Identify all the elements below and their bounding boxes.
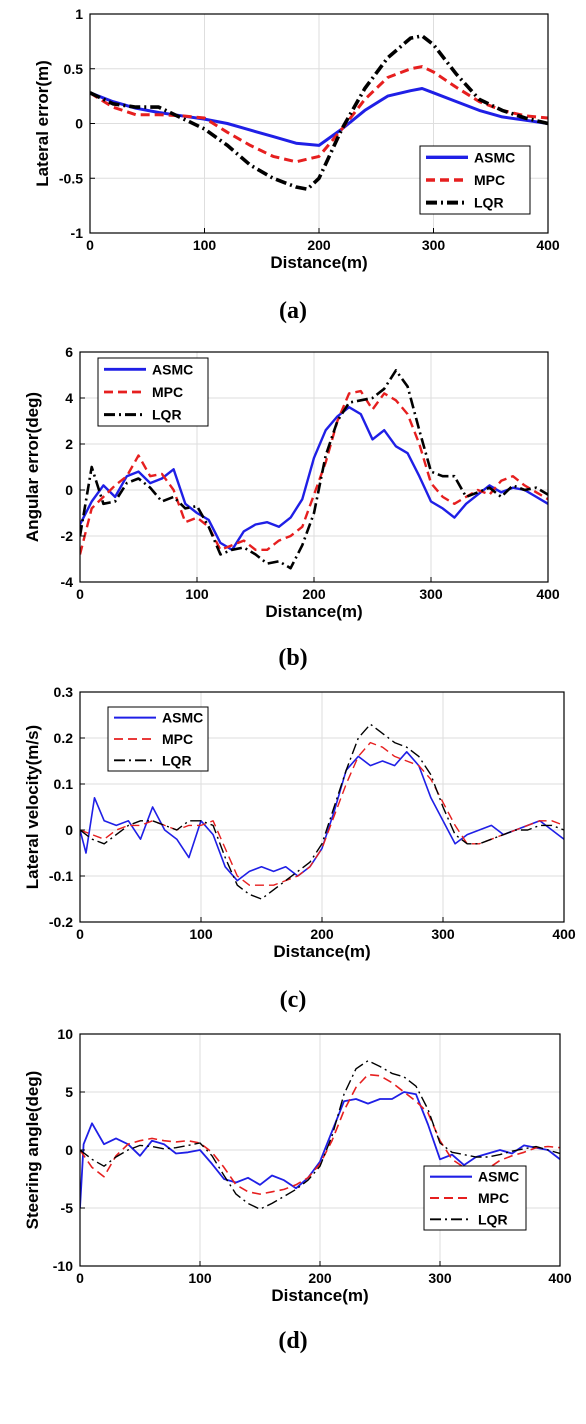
y-tick-label: 6 bbox=[65, 344, 73, 360]
panel-caption: (b) bbox=[278, 645, 307, 671]
legend-label-lqr: LQR bbox=[478, 1211, 508, 1227]
x-tick-label: 100 bbox=[185, 586, 209, 602]
legend-label-mpc: MPC bbox=[152, 384, 183, 400]
y-tick-label: 0.3 bbox=[54, 684, 74, 700]
x-tick-label: 100 bbox=[193, 237, 217, 253]
x-tick-label: 400 bbox=[548, 1270, 572, 1286]
x-tick-label: 200 bbox=[308, 1270, 332, 1286]
chart-panel-b: 0 100 200 300 400 -4 -2 0 2 4 6 Distance(m) Angular … bbox=[23, 344, 560, 671]
legend: ASMC MPC LQR bbox=[107, 706, 209, 772]
legend-label-mpc: MPC bbox=[162, 731, 193, 747]
y-tick-label: 4 bbox=[65, 390, 73, 406]
legend-label-mpc: MPC bbox=[474, 172, 505, 188]
legend-label-lqr: LQR bbox=[474, 195, 504, 211]
y-tick-label: 0 bbox=[65, 1142, 73, 1158]
series-line-mpc bbox=[90, 65, 548, 164]
y-tick-label: -0.2 bbox=[49, 914, 73, 930]
y-axis-label: Steering angle(deg) bbox=[23, 1071, 42, 1230]
x-tick-label: 300 bbox=[431, 926, 455, 942]
series-line-lqr bbox=[80, 1059, 560, 1210]
legend-label-asmc: ASMC bbox=[474, 149, 515, 165]
x-tick-label: 200 bbox=[310, 926, 334, 942]
y-axis-label: Angular error(deg) bbox=[23, 392, 42, 542]
series-line-asmc bbox=[80, 406, 548, 551]
panel-caption: (a) bbox=[279, 298, 307, 324]
x-axis-label: Distance(m) bbox=[270, 253, 367, 272]
x-tick-label: 400 bbox=[536, 237, 560, 253]
y-tick-label: 0 bbox=[65, 822, 73, 838]
x-tick-label: 100 bbox=[188, 1270, 212, 1286]
legend-label-asmc: ASMC bbox=[152, 361, 193, 377]
series-line-lqr bbox=[90, 34, 548, 191]
chart-panel-d: 0 100 200 300 400 -10 -5 0 5 10 Distance(m) Steerin… bbox=[23, 1026, 572, 1354]
x-tick-label: 200 bbox=[302, 586, 326, 602]
y-tick-label: -10 bbox=[53, 1258, 73, 1274]
y-axis-label: Lateral error(m) bbox=[33, 60, 52, 187]
y-tick-label: 1 bbox=[75, 6, 83, 22]
y-tick-label: -5 bbox=[61, 1200, 74, 1216]
y-tick-label: 0.2 bbox=[54, 730, 74, 746]
x-axis-label: Distance(m) bbox=[265, 602, 362, 621]
y-tick-label: 0.1 bbox=[54, 776, 74, 792]
y-tick-label: 0 bbox=[75, 116, 83, 132]
x-tick-label: 0 bbox=[76, 586, 84, 602]
x-tick-label: 400 bbox=[552, 926, 576, 942]
y-tick-label: -0.1 bbox=[49, 868, 73, 884]
x-tick-label: 200 bbox=[307, 237, 331, 253]
legend-label-asmc: ASMC bbox=[162, 710, 203, 726]
legend: ASMC MPC LQR bbox=[419, 145, 531, 215]
y-tick-label: -2 bbox=[61, 528, 74, 544]
panel-caption: (d) bbox=[278, 1328, 307, 1354]
y-tick-label: -4 bbox=[61, 574, 74, 590]
x-tick-label: 0 bbox=[76, 926, 84, 942]
x-tick-label: 400 bbox=[536, 586, 560, 602]
x-axis-label: Distance(m) bbox=[273, 942, 370, 961]
y-tick-label: 2 bbox=[65, 436, 73, 452]
y-tick-label: -0.5 bbox=[59, 170, 83, 186]
x-tick-label: 300 bbox=[419, 586, 443, 602]
series-line-lqr bbox=[80, 723, 564, 900]
x-tick-label: 300 bbox=[422, 237, 446, 253]
legend: ASMC MPC LQR bbox=[97, 357, 209, 427]
y-tick-label: 5 bbox=[65, 1084, 73, 1100]
y-tick-label: 10 bbox=[57, 1026, 73, 1042]
x-tick-label: 300 bbox=[428, 1270, 452, 1286]
x-tick-label: 0 bbox=[76, 1270, 84, 1286]
x-axis-label: Distance(m) bbox=[271, 1286, 368, 1305]
y-tick-label: 0 bbox=[65, 482, 73, 498]
legend-label-mpc: MPC bbox=[478, 1190, 509, 1206]
legend-label-lqr: LQR bbox=[152, 407, 182, 423]
x-tick-label: 100 bbox=[189, 926, 213, 942]
legend-label-asmc: ASMC bbox=[478, 1169, 519, 1185]
y-axis-label: Lateral velocity(m/s) bbox=[23, 725, 42, 889]
chart-panel-a: 0 100 200 300 400 -1 -0.5 0 0.5 1 Distance(m) Later… bbox=[33, 6, 560, 324]
series-line-lqr bbox=[80, 369, 548, 570]
panel-caption: (c) bbox=[280, 987, 307, 1013]
legend: ASMC MPC LQR bbox=[423, 1165, 527, 1231]
chart-panel-c: 0 100 200 300 400 -0.2 -0.1 0 0.1 0.2 0.3 Distance(… bbox=[23, 684, 576, 1013]
y-tick-label: 0.5 bbox=[64, 61, 84, 77]
y-tick-label: -1 bbox=[71, 225, 84, 241]
legend-label-lqr: LQR bbox=[162, 752, 192, 768]
x-tick-label: 0 bbox=[86, 237, 94, 253]
